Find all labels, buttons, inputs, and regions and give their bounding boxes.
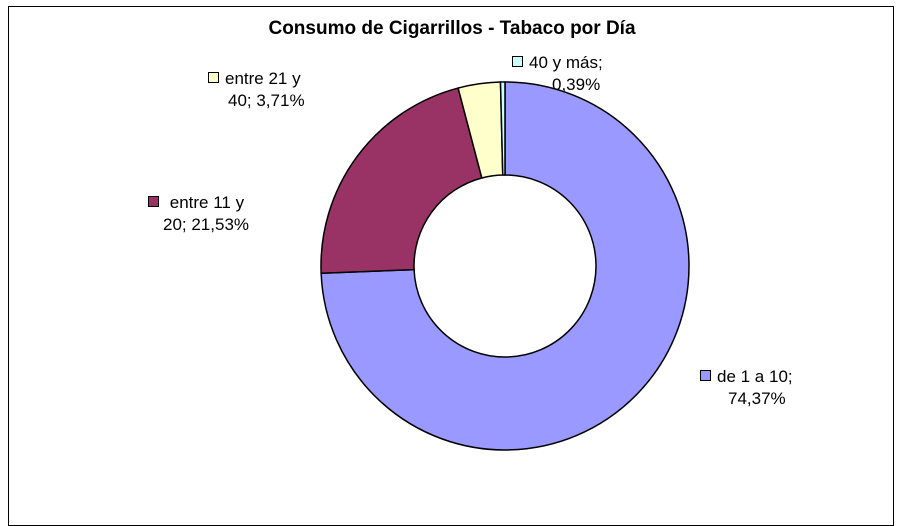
data-label-40-y-mas: 40 y más; 0,39% [512,52,603,96]
data-label-entre-21-y-40: entre 21 y 40; 3,71% [208,68,305,112]
slice-entre-11-y-20 [320,87,483,275]
swatch-40-y-mas [512,56,523,67]
swatch-de-1-a-10 [700,370,711,381]
data-label-entre-11-y-20: entre 11 y 20; 21,53% [148,192,249,236]
swatch-entre-11-y-20 [148,196,159,207]
data-label-de-1-a-10: de 1 a 10; 74,37% [700,366,793,410]
slice-de-1-a-10 [320,81,690,451]
slice-40-y-mas [499,81,506,176]
chart-title: Consumo de Cigarrillos - Tabaco por Día [268,18,636,39]
swatch-entre-21-y-40 [208,72,219,83]
doughnut-chart [320,81,690,451]
